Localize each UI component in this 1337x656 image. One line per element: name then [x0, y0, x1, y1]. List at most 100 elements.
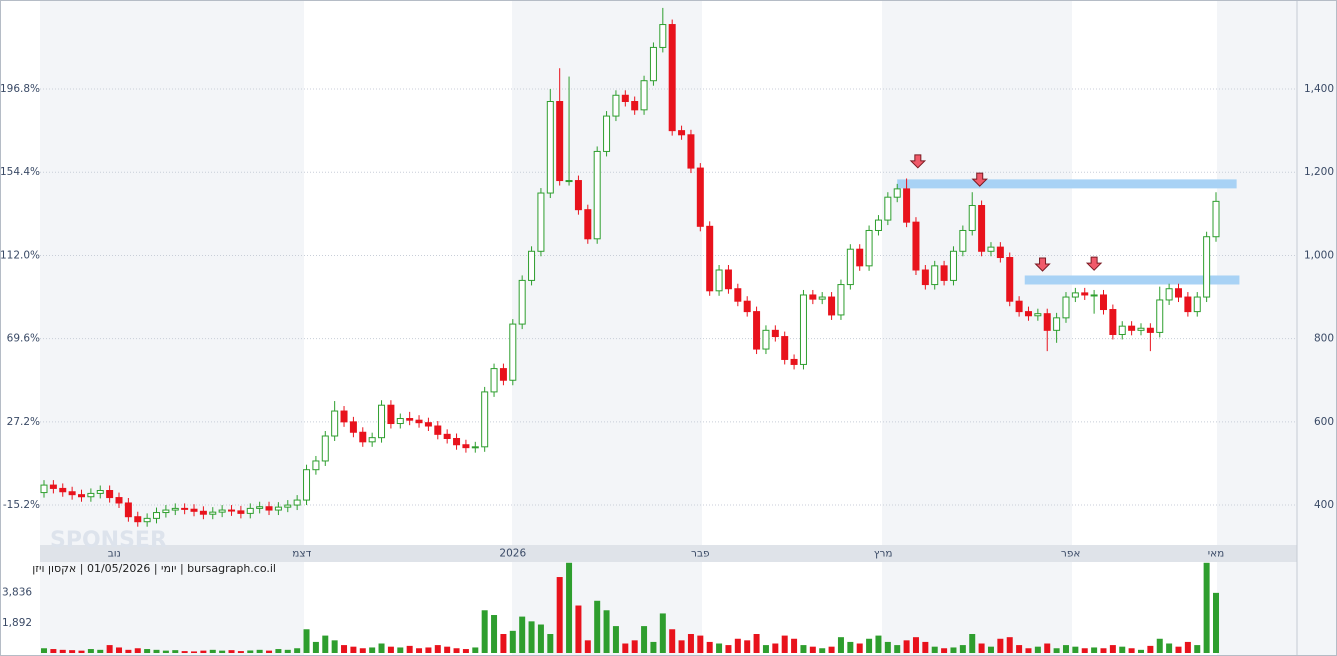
candle-body — [443, 433, 451, 439]
volume-bar — [800, 645, 807, 653]
volume-bar — [359, 648, 366, 653]
candle-body — [59, 487, 67, 493]
candle-body — [256, 506, 264, 509]
y2-tick-label: 69.6% — [7, 333, 40, 345]
candle-body — [1015, 300, 1023, 313]
volume-bar — [603, 610, 610, 653]
y-tick-label: 1,400 — [1304, 83, 1334, 95]
volume-bar — [1044, 643, 1051, 653]
volume-bar — [884, 641, 891, 653]
candle-body — [1156, 299, 1164, 333]
x-tick-label: מרץ — [874, 548, 893, 560]
volume-bar — [762, 645, 769, 653]
candle-body — [462, 444, 470, 449]
candle-body — [518, 279, 526, 325]
volume-bar — [106, 645, 113, 653]
volume-bar — [594, 600, 601, 653]
y-tick-label: 1,200 — [1304, 166, 1334, 178]
volume-bar — [875, 635, 882, 653]
candle-body — [199, 510, 207, 515]
candle-body — [293, 499, 301, 506]
volume-bar — [322, 635, 329, 653]
volume-bar — [125, 649, 132, 653]
candle-body — [228, 509, 236, 512]
candle-body — [874, 219, 882, 231]
candle-body — [1203, 236, 1211, 298]
volume-bar — [997, 638, 1004, 653]
volume-bar — [772, 643, 779, 653]
volume-bar — [284, 649, 291, 653]
candle-body — [781, 336, 789, 360]
volume-tick-label: 3,836 — [2, 586, 32, 598]
volume-bar — [134, 648, 141, 653]
candle-body — [687, 134, 695, 169]
candle-body — [349, 421, 357, 433]
volume-bar — [341, 645, 348, 653]
candle-body — [424, 422, 432, 427]
candle-body — [537, 192, 545, 252]
volume-bar — [50, 649, 57, 653]
candle-body — [659, 24, 667, 48]
volume-bar — [584, 640, 591, 653]
volume-bar — [369, 647, 376, 653]
volume-bar — [266, 650, 273, 653]
volume-bar — [387, 646, 394, 653]
candle-body — [1184, 296, 1192, 313]
candle-body — [959, 229, 967, 252]
candle-body — [556, 101, 564, 182]
candle-body — [865, 229, 873, 267]
y-tick-label: 400 — [1314, 499, 1334, 511]
volume-bar — [950, 647, 957, 653]
candle-body — [396, 418, 404, 425]
x-tick-label: אפר — [1061, 548, 1081, 560]
candle-body — [153, 512, 161, 519]
candle-body — [649, 46, 657, 82]
volume-bar — [566, 562, 573, 653]
volume-bar — [1006, 637, 1013, 653]
x-tick-label: דצמ — [292, 548, 311, 560]
candle-body — [996, 246, 1004, 259]
watermark: SPONSER — [50, 528, 167, 553]
volume-bar — [397, 647, 404, 653]
volume-bar — [912, 637, 919, 653]
candle-body — [209, 511, 217, 515]
volume-bar — [1091, 647, 1098, 653]
volume-bar — [1213, 592, 1219, 653]
candle-body — [378, 404, 386, 439]
volume-bar — [406, 645, 413, 653]
volume-bar — [931, 646, 938, 653]
candle-body — [1174, 288, 1182, 298]
candle-body — [696, 167, 704, 227]
candle-body — [415, 419, 423, 424]
candle-body — [471, 446, 479, 449]
volume-bar — [866, 638, 873, 653]
y2-tick-label: 154.4% — [0, 166, 40, 178]
volume-bar — [894, 645, 901, 653]
candle-body — [574, 180, 582, 211]
volume-bar — [828, 646, 835, 653]
volume-bar — [959, 645, 966, 653]
volume-bar — [256, 649, 263, 653]
candle-body — [1099, 294, 1107, 311]
arrow-marker — [1034, 257, 1051, 272]
candle-body — [668, 24, 676, 132]
volume-bar — [631, 640, 638, 653]
volume-bar — [153, 649, 160, 653]
volume-bar — [1034, 646, 1041, 653]
volume-bar — [519, 616, 526, 653]
y-tick-label: 1,000 — [1304, 249, 1334, 261]
candle-body — [406, 418, 414, 421]
volume-bar — [641, 626, 648, 653]
x-tick-label: מאי — [1208, 548, 1225, 560]
candle-body — [1146, 327, 1154, 333]
candle-body — [1118, 325, 1126, 335]
candle-body — [106, 490, 114, 499]
volume-bar — [697, 635, 704, 653]
candle-body — [171, 507, 179, 511]
arrow-marker — [1085, 256, 1103, 271]
y2-tick-label: 196.8% — [0, 83, 40, 95]
volume-bar — [116, 647, 123, 653]
candle-body — [134, 516, 142, 523]
